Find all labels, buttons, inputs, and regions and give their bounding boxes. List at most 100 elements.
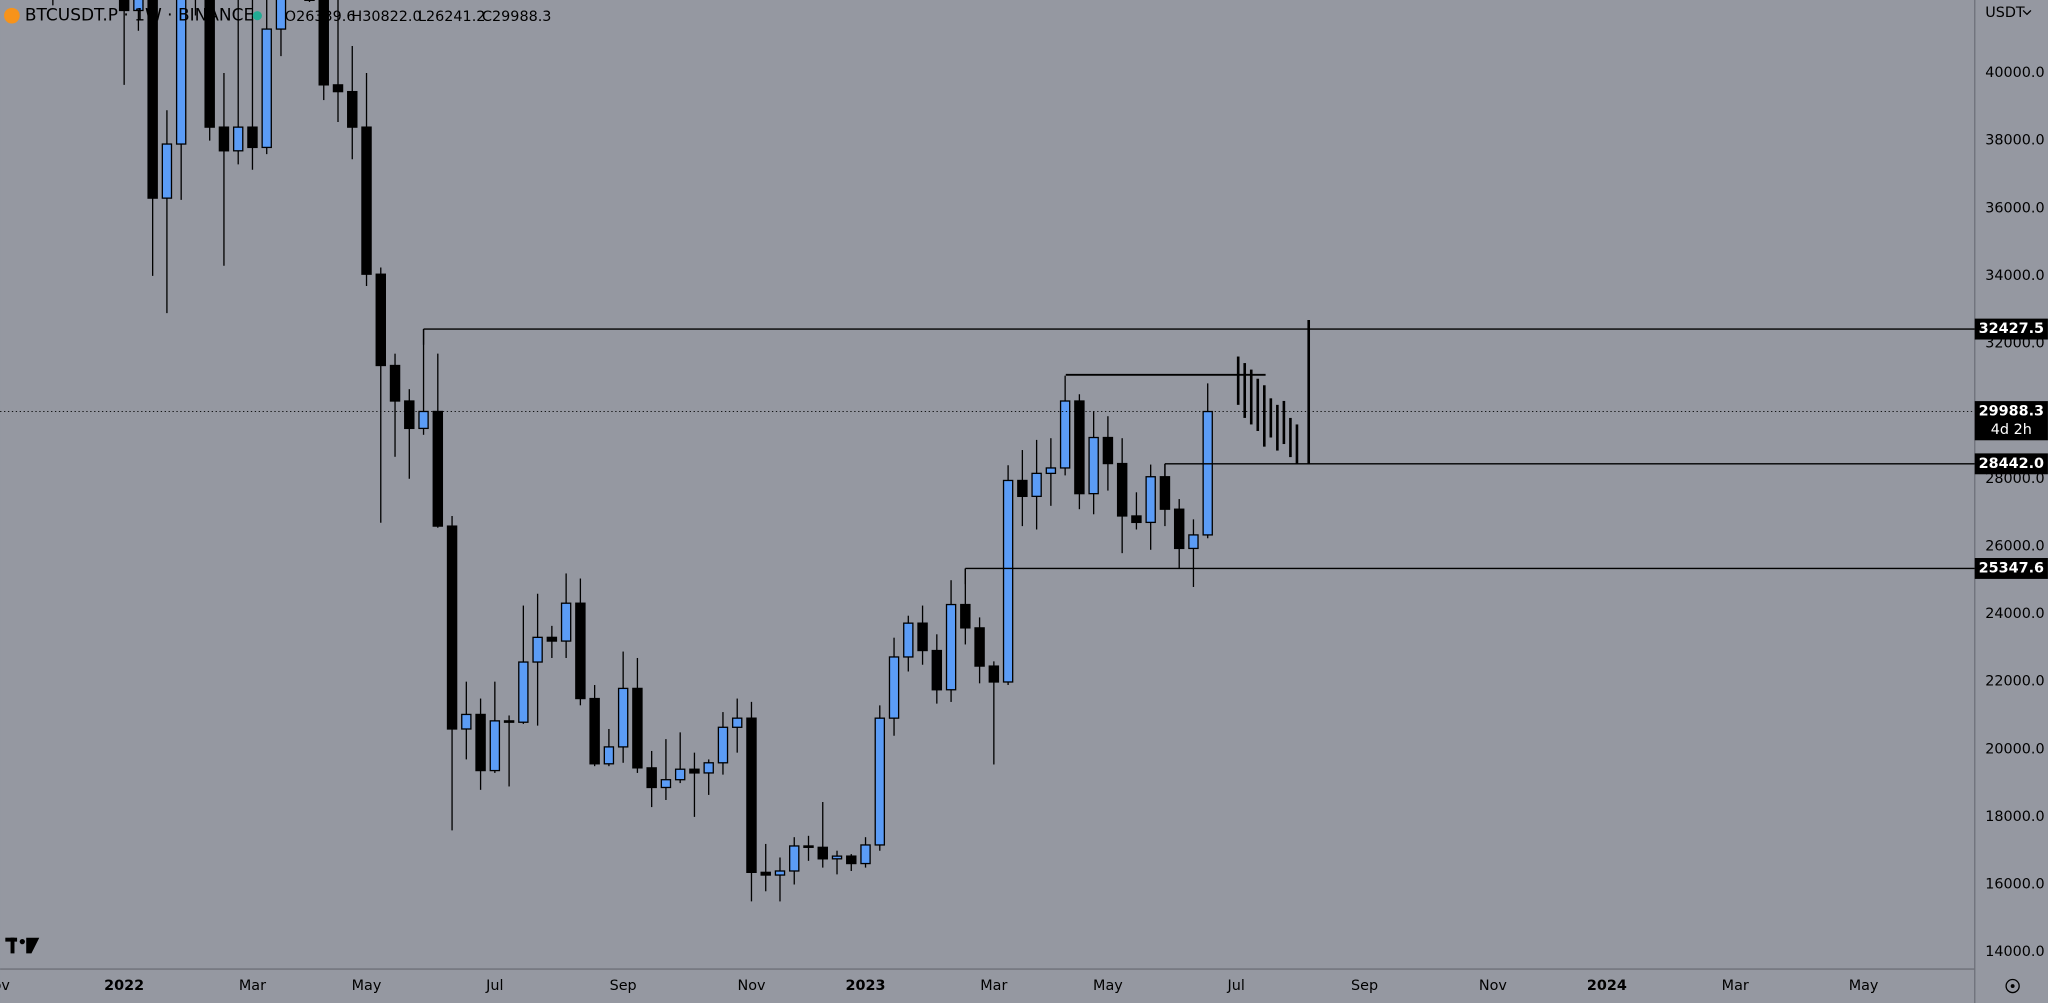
candle-body xyxy=(432,410,444,527)
candle-body xyxy=(603,746,615,765)
candle-body xyxy=(532,636,543,663)
symbol: BTCUSDT.P · 1W · BINANCE xyxy=(25,6,254,26)
candle-body xyxy=(888,656,900,719)
candle-body xyxy=(575,602,586,700)
candle-body xyxy=(660,779,672,789)
ohlc-open: O26339.6 xyxy=(285,9,356,25)
level-tag xyxy=(1974,558,2048,579)
candle-body xyxy=(503,720,515,723)
y-tick-label: 28000.0 xyxy=(1985,471,2044,487)
x-tick-label: Nov xyxy=(0,978,10,994)
x-tick-label: Jul xyxy=(485,978,503,994)
x-tick-label: Mar xyxy=(239,978,266,994)
x-tick-label: Nov xyxy=(737,978,766,994)
candle-body xyxy=(803,845,814,848)
candle-body xyxy=(632,687,643,769)
candle-body xyxy=(133,0,144,12)
candle-body xyxy=(746,717,757,873)
candle-body xyxy=(774,870,786,876)
candle-body xyxy=(475,713,486,772)
candle-body xyxy=(988,665,1000,683)
candle-body xyxy=(318,0,329,86)
level-tag xyxy=(1974,318,2048,340)
candle-body xyxy=(960,603,971,629)
y-tick-label: 26000.0 xyxy=(1985,538,2044,554)
candle-body xyxy=(1074,400,1085,495)
candle-body xyxy=(518,661,529,723)
candle-body xyxy=(789,845,800,872)
candle-body xyxy=(1002,479,1014,683)
last-price-label: 29988.3 xyxy=(1979,404,2044,420)
candle-body xyxy=(1088,436,1099,495)
currency: USDT xyxy=(1985,5,2025,21)
candle-body xyxy=(674,768,686,781)
candle-body xyxy=(418,410,429,430)
symbol-icon xyxy=(4,7,20,24)
header: BTCUSDT.P · 1W · BINANCE O26339.6 H30822… xyxy=(4,6,551,26)
candle-body xyxy=(617,687,629,748)
candle-body xyxy=(332,84,344,93)
y-tick-label: 40000.0 xyxy=(1985,65,2044,81)
candle-body xyxy=(1116,462,1128,517)
candle-body xyxy=(175,0,187,145)
level-tag-label: 32427.5 xyxy=(1979,321,2044,337)
candle-body xyxy=(1145,476,1156,524)
x-tick-label: Nov xyxy=(1479,978,1508,994)
candle-body xyxy=(874,717,886,846)
candle-body xyxy=(731,717,743,728)
candle-body xyxy=(646,767,657,789)
candle-body xyxy=(489,720,501,772)
y-tick-label: 18000.0 xyxy=(1985,809,2044,825)
bar-countdown: 4d 2h xyxy=(1991,422,2032,438)
candle-body xyxy=(375,273,387,367)
candle-body xyxy=(118,0,130,12)
candle-body xyxy=(361,126,372,275)
x-tick-label: May xyxy=(1093,978,1123,994)
settings-icon-dot xyxy=(2010,984,2015,988)
x-tick-label: Jul xyxy=(1227,978,1245,994)
x-tick-label: May xyxy=(1849,978,1879,994)
logo-part xyxy=(26,937,40,954)
candle-body xyxy=(589,697,600,765)
candle-body xyxy=(1059,400,1071,469)
logo-part xyxy=(19,939,25,945)
x-tick-label: Sep xyxy=(1351,978,1378,994)
candle-body xyxy=(247,126,258,149)
x-tick-label: May xyxy=(352,978,382,994)
plot-area xyxy=(52,0,1213,902)
ohlc-high: H30822.0 xyxy=(351,9,421,25)
candle-body xyxy=(1102,436,1114,465)
candle-body xyxy=(1031,472,1042,498)
drawing-bars xyxy=(1065,319,1311,464)
candle-body xyxy=(347,90,358,128)
level-tag xyxy=(1974,453,2048,475)
candle-body xyxy=(1188,534,1199,550)
candle-body xyxy=(831,855,843,860)
candle-body xyxy=(446,525,458,730)
tv-logo xyxy=(5,937,40,954)
currency-caret xyxy=(2022,9,2032,16)
candle-body xyxy=(931,649,943,691)
ohlc-close: C29988.3 xyxy=(482,9,551,25)
candle-body xyxy=(760,871,771,876)
x-tick-label: Mar xyxy=(980,978,1007,994)
candle-body xyxy=(689,768,700,774)
candle-body xyxy=(204,0,215,128)
x-tick-label: 2022 xyxy=(104,978,144,994)
settings-icon[interactable] xyxy=(2005,978,2020,994)
candle-body xyxy=(974,627,985,667)
candle-body xyxy=(546,636,558,642)
candle-body xyxy=(560,602,572,642)
candle-body xyxy=(817,846,828,860)
ohlc-low: L26241.2 xyxy=(418,9,485,25)
candle-body xyxy=(1017,479,1028,498)
candle-body xyxy=(147,0,158,199)
y-tick-label: 36000.0 xyxy=(1985,200,2044,216)
candle-body xyxy=(232,126,244,152)
candle-body xyxy=(1131,515,1142,524)
candle-body xyxy=(218,126,230,152)
level-tag-label: 28442.0 xyxy=(1979,456,2044,472)
